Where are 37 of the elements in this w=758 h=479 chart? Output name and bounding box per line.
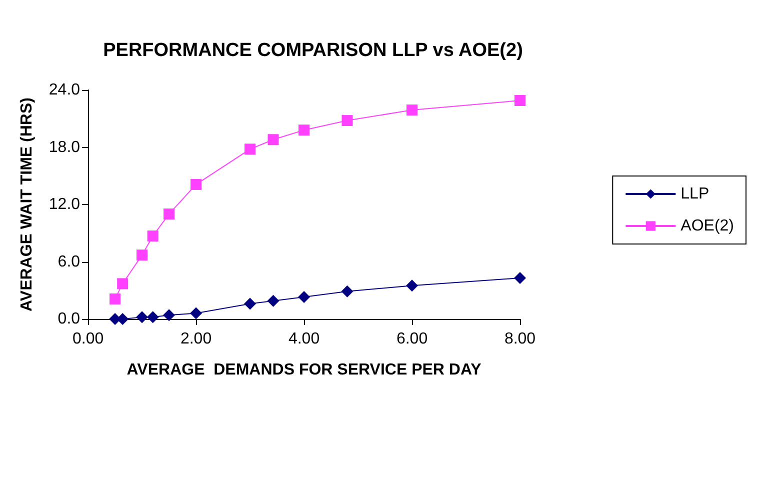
- x-tick-label: 8.00: [504, 330, 536, 348]
- point: [164, 208, 175, 220]
- legend-label: AOE(2): [680, 218, 734, 234]
- point: [267, 294, 280, 307]
- point: [110, 293, 121, 304]
- x-tick-label: 2.00: [180, 330, 212, 348]
- point: [514, 272, 526, 284]
- point: [298, 291, 310, 304]
- point: [163, 309, 176, 322]
- point: [146, 311, 159, 324]
- point: [190, 178, 202, 190]
- y-axis-title: AVERAGE WAIT TIME (HRS): [18, 98, 36, 312]
- point: [342, 115, 353, 126]
- x-tick-label: 0.00: [72, 330, 104, 348]
- y-tick-label: 18.0: [48, 138, 80, 156]
- point: [514, 94, 526, 106]
- x-axis-title: AVERAGE DEMANDS FOR SERVICE PER DAY: [126, 362, 482, 378]
- x-tick-label: 6.00: [396, 330, 428, 348]
- chart-title: PERFORMANCE COMPARISON LLP vs AOE(2): [103, 40, 523, 61]
- point: [190, 307, 202, 320]
- point: [244, 298, 256, 310]
- legend-label: LLP: [680, 186, 710, 202]
- point: [147, 230, 158, 242]
- point: [406, 280, 418, 292]
- point: [406, 104, 418, 116]
- point: [298, 124, 310, 136]
- point: [268, 134, 279, 146]
- y-tick-label: 6.0: [58, 253, 80, 270]
- y-tick-label: 0.0: [58, 310, 80, 328]
- x-tick-label: 4.00: [288, 330, 320, 348]
- point: [341, 285, 354, 298]
- point: [136, 311, 148, 324]
- point: [117, 278, 128, 290]
- point: [244, 144, 256, 155]
- point: [136, 250, 148, 261]
- y-tick-label: 12.0: [48, 196, 80, 213]
- y-tick-label: 24.0: [48, 82, 80, 98]
